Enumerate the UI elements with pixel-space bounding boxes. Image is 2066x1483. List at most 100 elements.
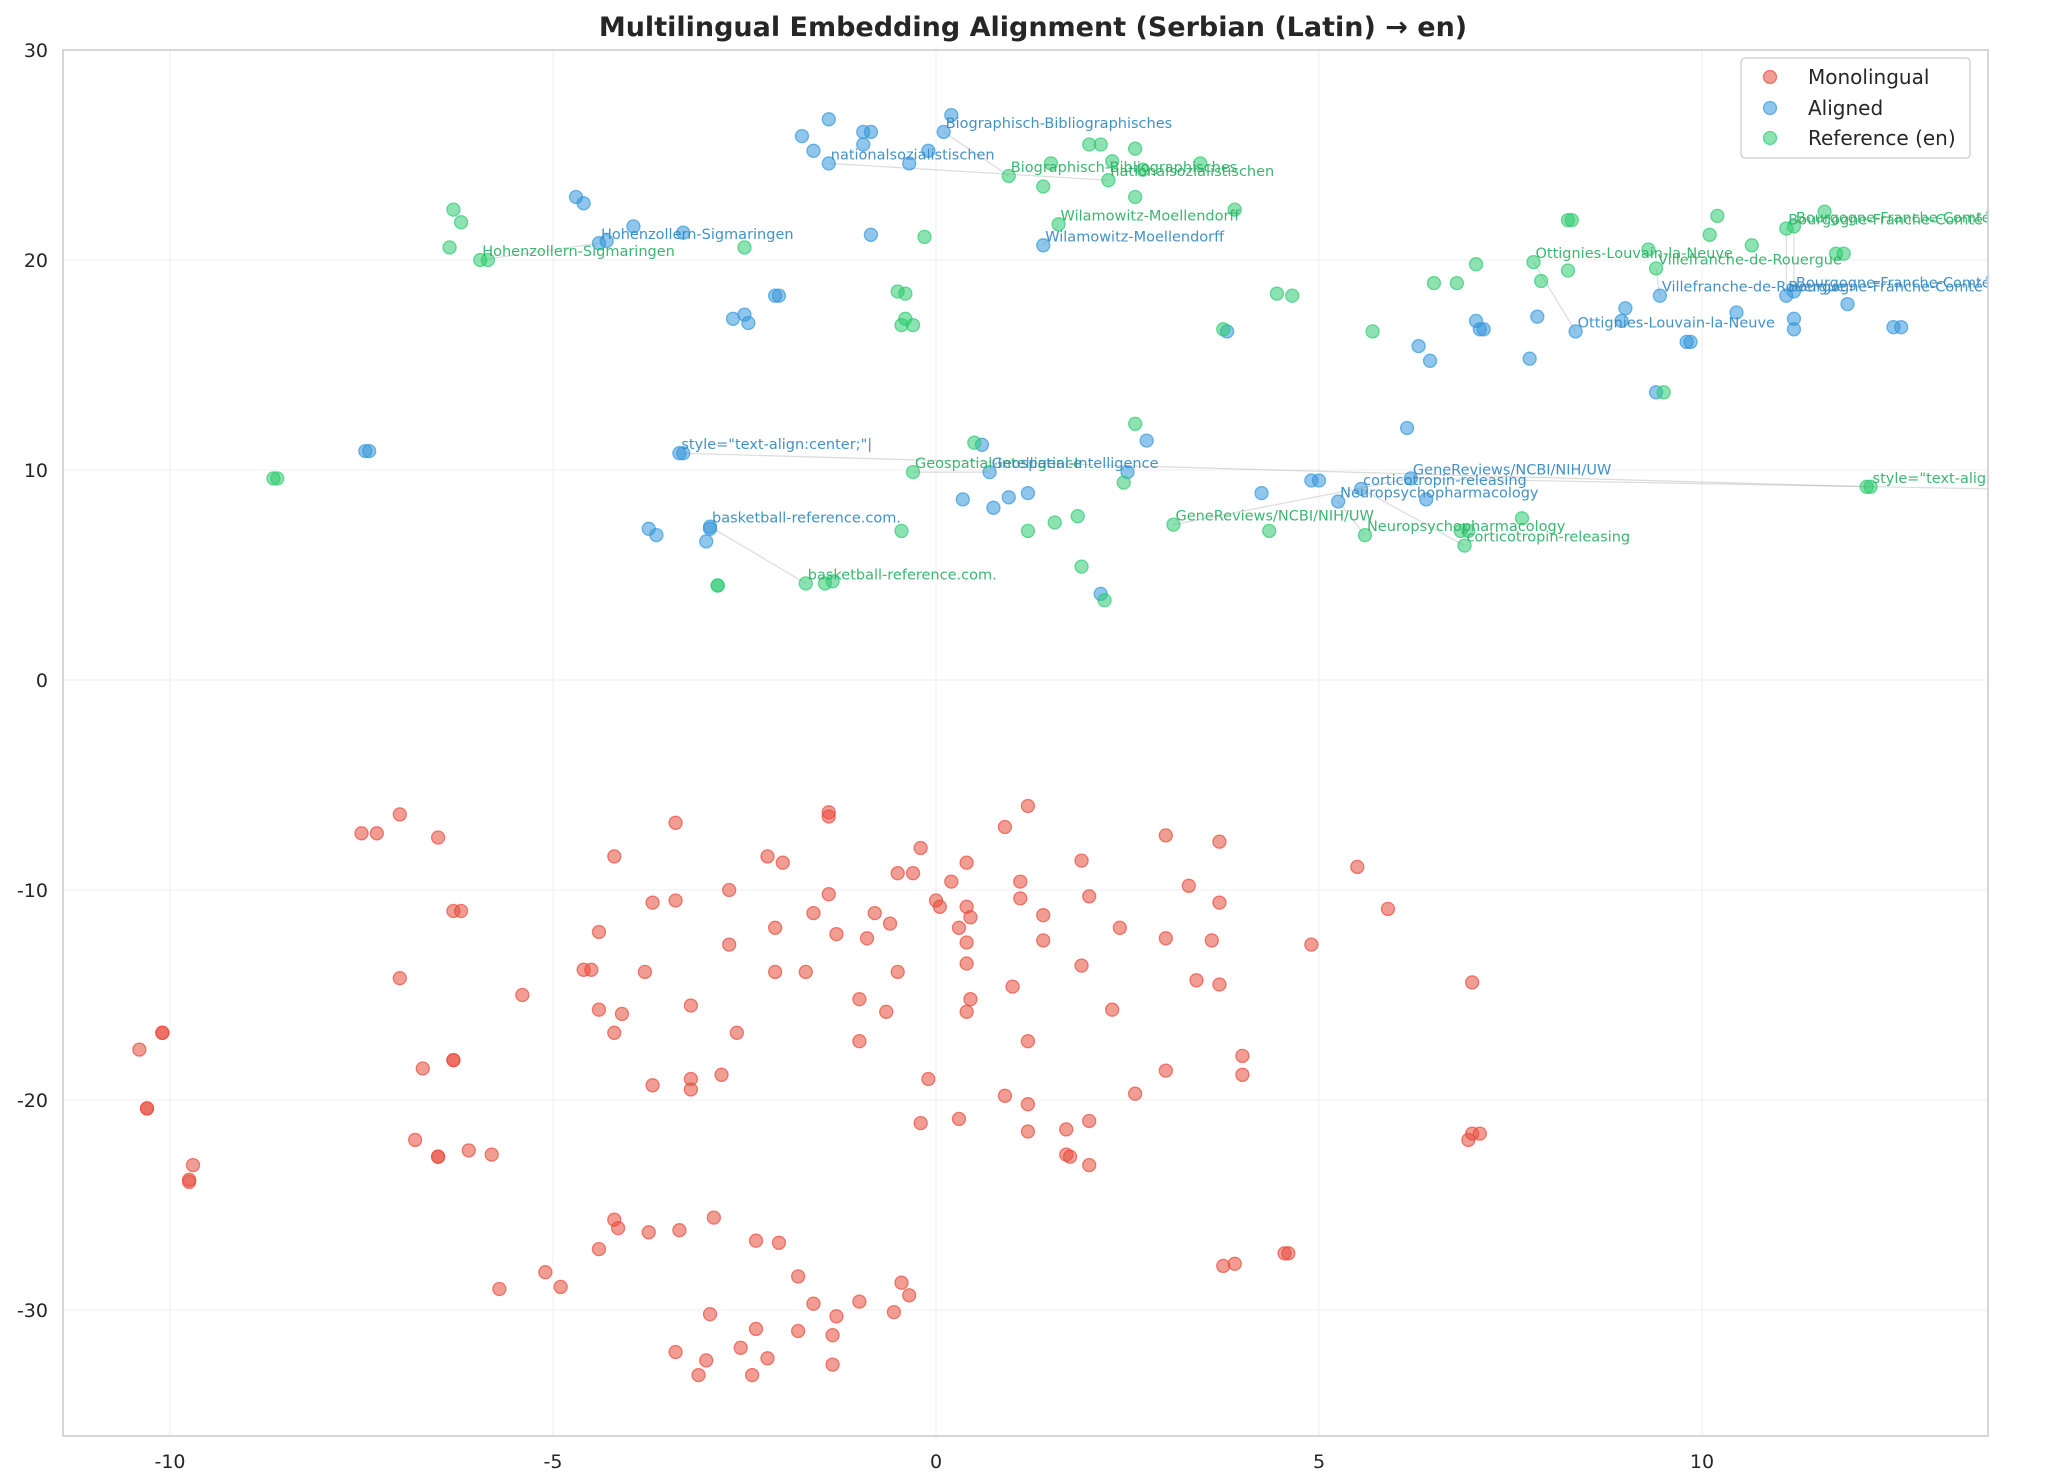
data-point bbox=[1465, 975, 1480, 990]
point-label: Ottignies-Louvain-la-Neuve bbox=[1578, 315, 1775, 331]
data-point bbox=[894, 1275, 909, 1290]
point-annotations: Biographisch-Bibliographischesnationalso… bbox=[482, 116, 2064, 584]
data-point bbox=[1074, 958, 1089, 973]
point-label: basketball-reference.com. bbox=[808, 567, 997, 583]
data-point bbox=[951, 920, 967, 935]
data-point bbox=[1128, 1086, 1143, 1101]
data-point bbox=[963, 910, 978, 925]
point-label: Bourgogne-Franche-Comté bbox=[1796, 276, 1991, 292]
data-point bbox=[702, 519, 718, 534]
data-point bbox=[1036, 933, 1051, 948]
data-point bbox=[1051, 217, 1066, 232]
data-point bbox=[1533, 273, 1549, 289]
point-label: Geospatial-Intelligence bbox=[992, 456, 1159, 472]
data-point bbox=[1618, 301, 1633, 316]
data-point bbox=[905, 464, 921, 480]
data-point bbox=[1331, 494, 1346, 509]
data-point bbox=[806, 905, 821, 921]
data-point bbox=[821, 809, 836, 824]
data-point bbox=[1476, 322, 1491, 337]
data-point bbox=[932, 899, 947, 914]
data-point bbox=[1158, 931, 1173, 946]
data-point bbox=[733, 1340, 748, 1355]
data-point bbox=[894, 523, 909, 539]
data-point bbox=[959, 956, 974, 971]
data-point bbox=[859, 931, 875, 946]
data-point bbox=[1166, 517, 1181, 532]
data-point bbox=[668, 893, 683, 908]
alignment-line bbox=[709, 526, 807, 584]
data-point bbox=[959, 1004, 974, 1019]
data-point bbox=[1426, 275, 1442, 291]
point-label: Neuropsychopharmacology bbox=[1340, 486, 1539, 502]
data-point bbox=[1457, 538, 1472, 553]
data-point bbox=[890, 866, 905, 881]
alignment-line bbox=[679, 452, 1871, 488]
data-point bbox=[944, 107, 959, 123]
alignment-line bbox=[1532, 261, 1577, 332]
data-point bbox=[748, 1321, 764, 1337]
data-point bbox=[1235, 1067, 1250, 1082]
data-point bbox=[691, 1367, 706, 1383]
data-point bbox=[155, 1025, 170, 1040]
data-point bbox=[821, 156, 836, 171]
data-point bbox=[913, 1115, 928, 1131]
data-point bbox=[430, 830, 446, 845]
data-point bbox=[515, 987, 530, 1003]
data-point bbox=[1235, 1048, 1250, 1064]
data-point bbox=[1380, 901, 1396, 917]
data-point bbox=[1353, 481, 1369, 497]
data-point bbox=[1522, 351, 1537, 366]
data-point bbox=[649, 527, 664, 543]
data-point bbox=[1036, 908, 1051, 923]
data-point bbox=[1419, 492, 1434, 507]
data-point bbox=[790, 1323, 806, 1339]
data-point bbox=[699, 1353, 714, 1368]
point-label: Ottignies-Louvain-la-Neuve bbox=[1535, 246, 1732, 262]
legend-box bbox=[1740, 57, 1971, 159]
x-axis-ticks: -10 -5 0 5 10 bbox=[154, 1451, 1714, 1473]
data-point bbox=[798, 576, 813, 591]
point-label: nationalsozialistischen bbox=[1110, 164, 1274, 180]
data-point bbox=[1227, 202, 1242, 217]
data-point bbox=[1181, 878, 1196, 893]
data-point bbox=[1311, 473, 1327, 488]
y-tick-label: 10 bbox=[24, 460, 48, 482]
data-point bbox=[902, 1288, 917, 1303]
data-point bbox=[591, 1241, 607, 1257]
data-point bbox=[1702, 227, 1717, 242]
data-point bbox=[1128, 141, 1143, 156]
x-tick-label: -5 bbox=[544, 1451, 563, 1473]
data-point bbox=[645, 895, 660, 910]
data-point bbox=[775, 855, 790, 870]
data-point bbox=[737, 240, 752, 255]
point-label: Biographisch-Bibliographisches bbox=[1011, 160, 1238, 176]
data-point bbox=[538, 1265, 553, 1280]
data-point bbox=[1204, 933, 1219, 948]
data-point bbox=[1212, 834, 1227, 849]
data-point bbox=[821, 887, 836, 902]
data-point bbox=[668, 1344, 683, 1360]
data-point bbox=[676, 225, 691, 240]
data-point bbox=[1652, 288, 1668, 303]
data-point bbox=[453, 215, 469, 230]
point-label: Bourgogne-Franche-Comté bbox=[1796, 210, 1991, 226]
data-point bbox=[1001, 490, 1016, 505]
data-point bbox=[637, 964, 653, 980]
point-label: GeneReviews/NCBI/NIH/UW bbox=[1413, 462, 1611, 478]
data-point bbox=[132, 1042, 147, 1057]
data-point bbox=[1710, 208, 1725, 224]
data-point bbox=[1047, 515, 1062, 530]
data-point bbox=[626, 219, 641, 234]
data-point bbox=[963, 992, 978, 1007]
data-point bbox=[1859, 479, 1874, 494]
data-point bbox=[760, 1351, 775, 1366]
data-point bbox=[1158, 1063, 1173, 1078]
data-point bbox=[607, 849, 622, 864]
point-label: Hohenzollern-Sigmaringen bbox=[482, 244, 675, 260]
data-point bbox=[1020, 1097, 1036, 1112]
point-label: style="text-align:center;"| bbox=[1873, 471, 2064, 487]
data-point bbox=[706, 1210, 722, 1225]
data-point bbox=[553, 1279, 568, 1295]
legend-label-reference: Reference (en) bbox=[1808, 126, 1956, 150]
